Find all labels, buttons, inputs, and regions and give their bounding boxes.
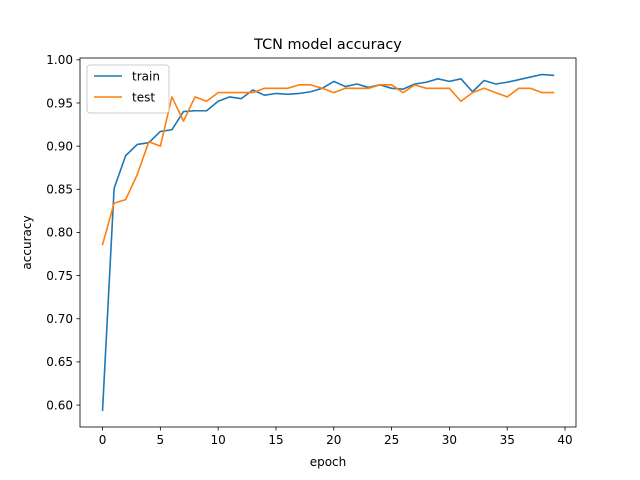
- legend: train test: [86, 64, 170, 114]
- plot-frame: [79, 57, 577, 428]
- series-line-train: [101, 73, 555, 412]
- y-tick-label: 0.85: [46, 183, 73, 197]
- x-tick-label: 20: [326, 433, 341, 447]
- legend-label-test: test: [132, 91, 155, 105]
- plot-lines: [101, 73, 555, 412]
- y-tick-label: 0.70: [46, 312, 73, 326]
- x-tick-label: 0: [99, 433, 107, 447]
- y-tick-label: 0.95: [46, 96, 73, 110]
- x-tick-label: 10: [211, 433, 226, 447]
- x-axis-ticks: 0 5 10 15 20 25 30 35 40: [99, 427, 573, 447]
- y-axis-ticks: 0.60 0.65 0.70 0.75 0.80 0.85 0.90 0.95 1.00: [46, 53, 80, 412]
- x-axis-label: epoch: [310, 455, 347, 469]
- x-tick-label: 5: [157, 433, 165, 447]
- legend-label-train: train: [132, 70, 160, 84]
- legend-box: [86, 64, 170, 114]
- y-tick-label: 0.90: [46, 139, 73, 153]
- x-tick-label: 35: [500, 433, 515, 447]
- series-line-test: [101, 84, 555, 246]
- x-tick-label: 30: [442, 433, 457, 447]
- x-tick-label: 15: [268, 433, 283, 447]
- y-tick-label: 0.65: [46, 355, 73, 369]
- y-tick-label: 0.75: [46, 269, 73, 283]
- chart-title: TCN model accuracy: [253, 37, 402, 53]
- y-tick-label: 0.60: [46, 398, 73, 412]
- y-tick-label: 0.80: [46, 226, 73, 240]
- x-tick-label: 40: [557, 433, 572, 447]
- y-axis-label: accuracy: [20, 215, 34, 269]
- y-tick-label: 1.00: [46, 53, 73, 67]
- x-tick-label: 25: [384, 433, 399, 447]
